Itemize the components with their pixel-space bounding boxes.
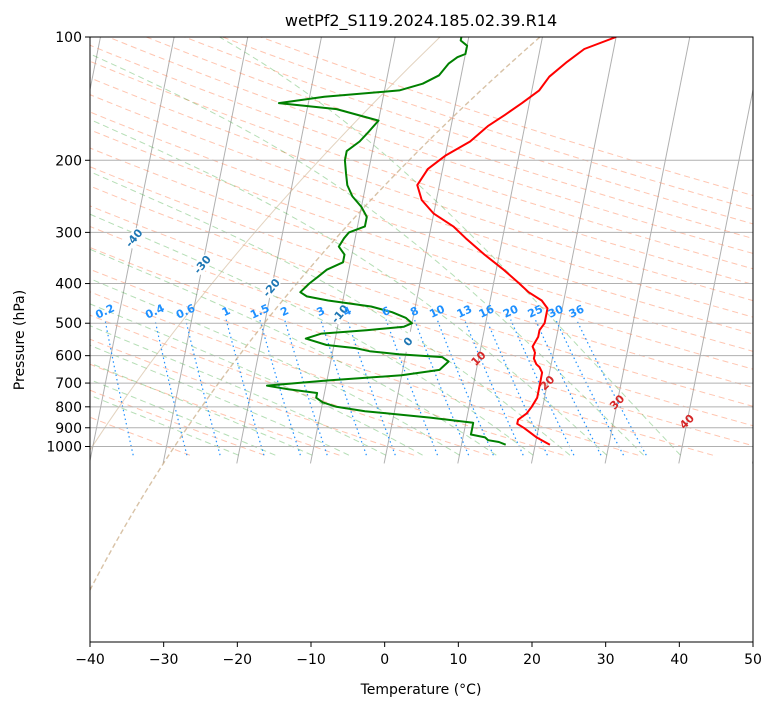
mixing-ratio-label: 30: [546, 302, 566, 320]
x-tick-label: 50: [744, 652, 762, 668]
mixing-ratio-label: 16: [477, 302, 497, 320]
mixing-ratio-line: [385, 319, 439, 456]
sounding-series: [266, 37, 617, 446]
mixing-ratio-line: [259, 319, 301, 456]
y-tick-label: 1000: [46, 440, 82, 456]
moist-adiabat-line: [90, 344, 350, 456]
x-tick-label: 0: [380, 652, 389, 668]
isotherm-label-bg: [123, 227, 145, 249]
mixing-ratio-line: [555, 319, 625, 456]
dry-adiabat-line: [222, 37, 753, 210]
mixing-ratio-line: [510, 319, 575, 456]
mixing-ratio-line: [225, 319, 265, 456]
y-axis: 100 200 300 400 500 600 700 800 900 1000: [46, 30, 90, 456]
moist-adiabat-line: [90, 171, 571, 456]
temperature-line: [416, 37, 617, 446]
reference-arc: [90, 37, 541, 591]
x-tick-label: 40: [670, 652, 688, 668]
dry-adiabat-line: [90, 338, 415, 456]
x-tick-label: 10: [449, 652, 467, 668]
moist-adiabat-line: [90, 248, 497, 456]
x-axis-label: Temperature (°C): [360, 682, 482, 698]
mixing-ratio-line: [185, 319, 221, 456]
x-tick-label: −30: [149, 652, 179, 668]
plot-frame: [89, 36, 754, 643]
dry-adiabat-line: [90, 314, 489, 456]
chart-title: wetPf2_S119.2024.185.02.39.R14: [285, 11, 557, 31]
isotherm-line: [530, 37, 617, 464]
isotherm-label-bg: [192, 254, 213, 276]
isotherm-line: [678, 87, 753, 464]
x-tick-label: −20: [223, 652, 253, 668]
dry-adiabat-line: [108, 37, 753, 254]
x-axis: −40 −30 −20 −10 0 10 20 30 40 50: [75, 642, 762, 668]
mixing-ratio-line: [575, 319, 647, 456]
y-tick-label: 700: [55, 376, 82, 392]
y-tick-label: 100: [55, 30, 82, 46]
dry-adiabat-line: [90, 111, 753, 335]
moist-adiabat-line: [90, 278, 460, 456]
x-tick-label: 20: [523, 652, 541, 668]
isotherm-label-bg: [397, 331, 419, 353]
isotherm-line: [383, 37, 470, 464]
x-tick-label: 30: [597, 652, 615, 668]
mixing-ratio-line: [534, 319, 602, 456]
dry-adiabat-line: [90, 129, 753, 352]
dry-adiabat-line: [90, 246, 714, 456]
y-tick-label: 900: [55, 421, 82, 437]
dewpoint-line: [266, 37, 507, 446]
dry-adiabat-line: [90, 268, 639, 456]
moist-adiabat-line: [219, 37, 681, 456]
y-tick-label: 400: [55, 277, 82, 293]
mixing-ratio-label: 36: [567, 302, 587, 320]
y-tick-label: 200: [55, 153, 82, 169]
mixing-ratio-line: [346, 319, 396, 456]
dry-adiabat-line: [90, 416, 191, 456]
isotherm-line: [236, 37, 322, 464]
mixing-ratio-label: 20: [501, 302, 521, 320]
dry-adiabat-line: [90, 389, 265, 456]
y-tick-label: 800: [55, 400, 82, 416]
isotherm-label-bg: [261, 277, 283, 299]
mixing-ratio-label: 13: [455, 303, 474, 321]
grid: [90, 159, 753, 447]
mixing-ratio-line: [463, 319, 524, 456]
dry-adiabat-line: [90, 147, 753, 370]
isotherm-line: [457, 37, 543, 464]
dry-adiabat-line: [90, 291, 564, 456]
mixing-ratio-label: 25: [526, 303, 545, 321]
moist-adiabat-line: [90, 118, 608, 456]
y-tick-label: 500: [55, 316, 82, 332]
y-tick-label: 600: [55, 349, 82, 365]
dry-adiabat-line: [90, 60, 753, 285]
mixing-ratio-line: [413, 319, 470, 456]
mixing-ratio-label: 10: [427, 302, 447, 320]
y-axis-label: Pressure (hPa): [12, 290, 28, 390]
reference-arc: [90, 37, 441, 451]
isotherm-label-bg: [329, 303, 351, 325]
dry-adiabat-line: [90, 94, 753, 318]
y-tick-label: 300: [55, 225, 82, 241]
moist-adiabat-line: [90, 325, 387, 456]
isotherm-line: [604, 37, 691, 464]
dry-adiabat-line: [90, 166, 753, 389]
x-tick-label: −10: [296, 652, 326, 668]
isotherm-line: [162, 37, 249, 464]
dry-adiabat-line: [146, 37, 753, 240]
moist-adiabat-line: [90, 362, 313, 456]
x-tick-label: −40: [75, 652, 105, 668]
